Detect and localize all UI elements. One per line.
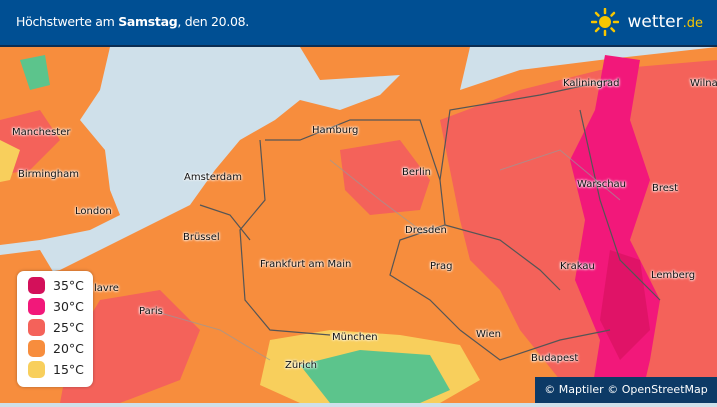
city-label: München [332,332,378,343]
temperature-legend: 35°C 30°C 25°C 20°C 15°C [17,271,93,387]
legend-label: 30°C [53,299,84,314]
legend-item: 15°C [17,359,93,380]
city-label: Berlin [402,167,432,178]
city-label: Manchester [12,127,71,138]
map-canvas[interactable] [0,47,717,403]
legend-label: 35°C [53,278,84,293]
city-label: Wilna [690,78,717,89]
wetter-logo[interactable]: wetter.de [591,8,703,36]
city-label: Brüssel [183,232,220,243]
legend-swatch [28,319,45,336]
city-label: Dresden [405,225,447,236]
city-label: Zürich [285,360,317,371]
legend-label: 25°C [53,320,84,335]
city-label: Brest [652,183,679,194]
header-bar: Höchstwerte am Samstag, den 20.08. wette… [0,0,717,47]
map-attribution[interactable]: © Maptiler © OpenStreetMap [535,377,717,403]
city-label: Birmingham [18,169,79,180]
city-label: Warschau [577,179,626,190]
legend-swatch [28,361,45,378]
legend-label: 15°C [53,362,84,377]
city-label: Lemberg [651,270,696,281]
city-label: Paris [139,306,163,317]
city-label: Amsterdam [184,172,243,183]
temperature-map[interactable]: Kaliningrad Wilna Manchester Hamburg Bir… [0,47,717,403]
city-label: lavre [94,283,119,294]
city-label: Budapest [531,353,579,364]
page-title: Höchstwerte am Samstag, den 20.08. [16,14,249,29]
legend-item: 25°C [17,317,93,338]
city-label: Kaliningrad [563,78,620,89]
legend-item: 30°C [17,296,93,317]
city-label: Frankfurt am Main [260,259,352,270]
legend-swatch [28,277,45,294]
city-label: Krakau [560,261,595,272]
city-label: Wien [476,329,501,340]
legend-item: 35°C [17,275,93,296]
sun-icon [591,8,620,36]
city-label: London [75,206,112,217]
city-label: Prag [430,261,453,272]
city-label: Hamburg [312,125,359,136]
legend-swatch [28,340,45,357]
legend-swatch [28,298,45,315]
legend-item: 20°C [17,338,93,359]
legend-label: 20°C [53,341,84,356]
logo-text: wetter.de [627,12,703,32]
